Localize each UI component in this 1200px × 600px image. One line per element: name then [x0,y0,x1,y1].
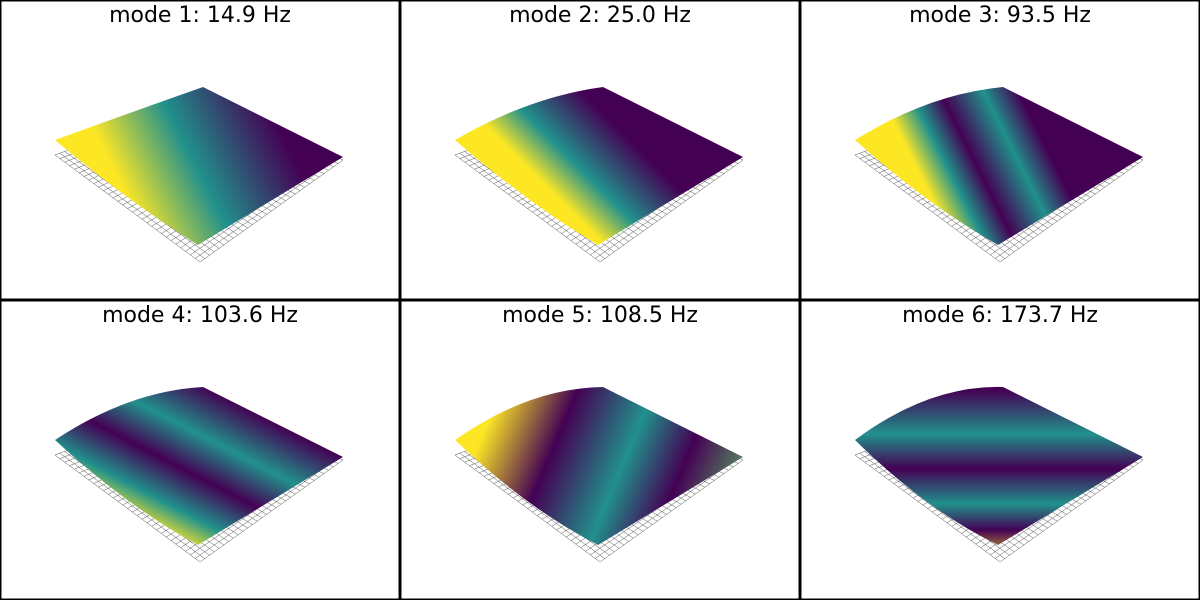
panel-border [400,0,800,300]
panel-border [0,0,400,300]
mode-surface [455,387,743,545]
panel-title: mode 2: 25.0 Hz [509,3,691,28]
mode-panel: mode 2: 25.0 Hz [400,0,800,300]
mode-surface [55,87,343,245]
panel-border [800,300,1200,600]
panel-border [800,0,1200,300]
mode-surface [55,387,343,545]
mode-panel: mode 5: 108.5 Hz [400,300,800,600]
mode-surface [855,87,1143,245]
panel-title: mode 6: 173.7 Hz [902,303,1098,328]
mode-panel: mode 6: 173.7 Hz [800,300,1200,600]
panel-title: mode 4: 103.6 Hz [102,303,298,328]
panel-title: mode 3: 93.5 Hz [909,3,1091,28]
panel-title: mode 5: 108.5 Hz [502,303,698,328]
panel-title: mode 1: 14.9 Hz [109,3,291,28]
mode-panel: mode 4: 103.6 Hz [0,300,400,600]
panel-border [400,300,800,600]
mode-panel: mode 3: 93.5 Hz [800,0,1200,300]
mode-panel: mode 1: 14.9 Hz [0,0,400,300]
panel-border [0,300,400,600]
mode-surface [855,386,1143,545]
mode-surface [455,87,743,245]
